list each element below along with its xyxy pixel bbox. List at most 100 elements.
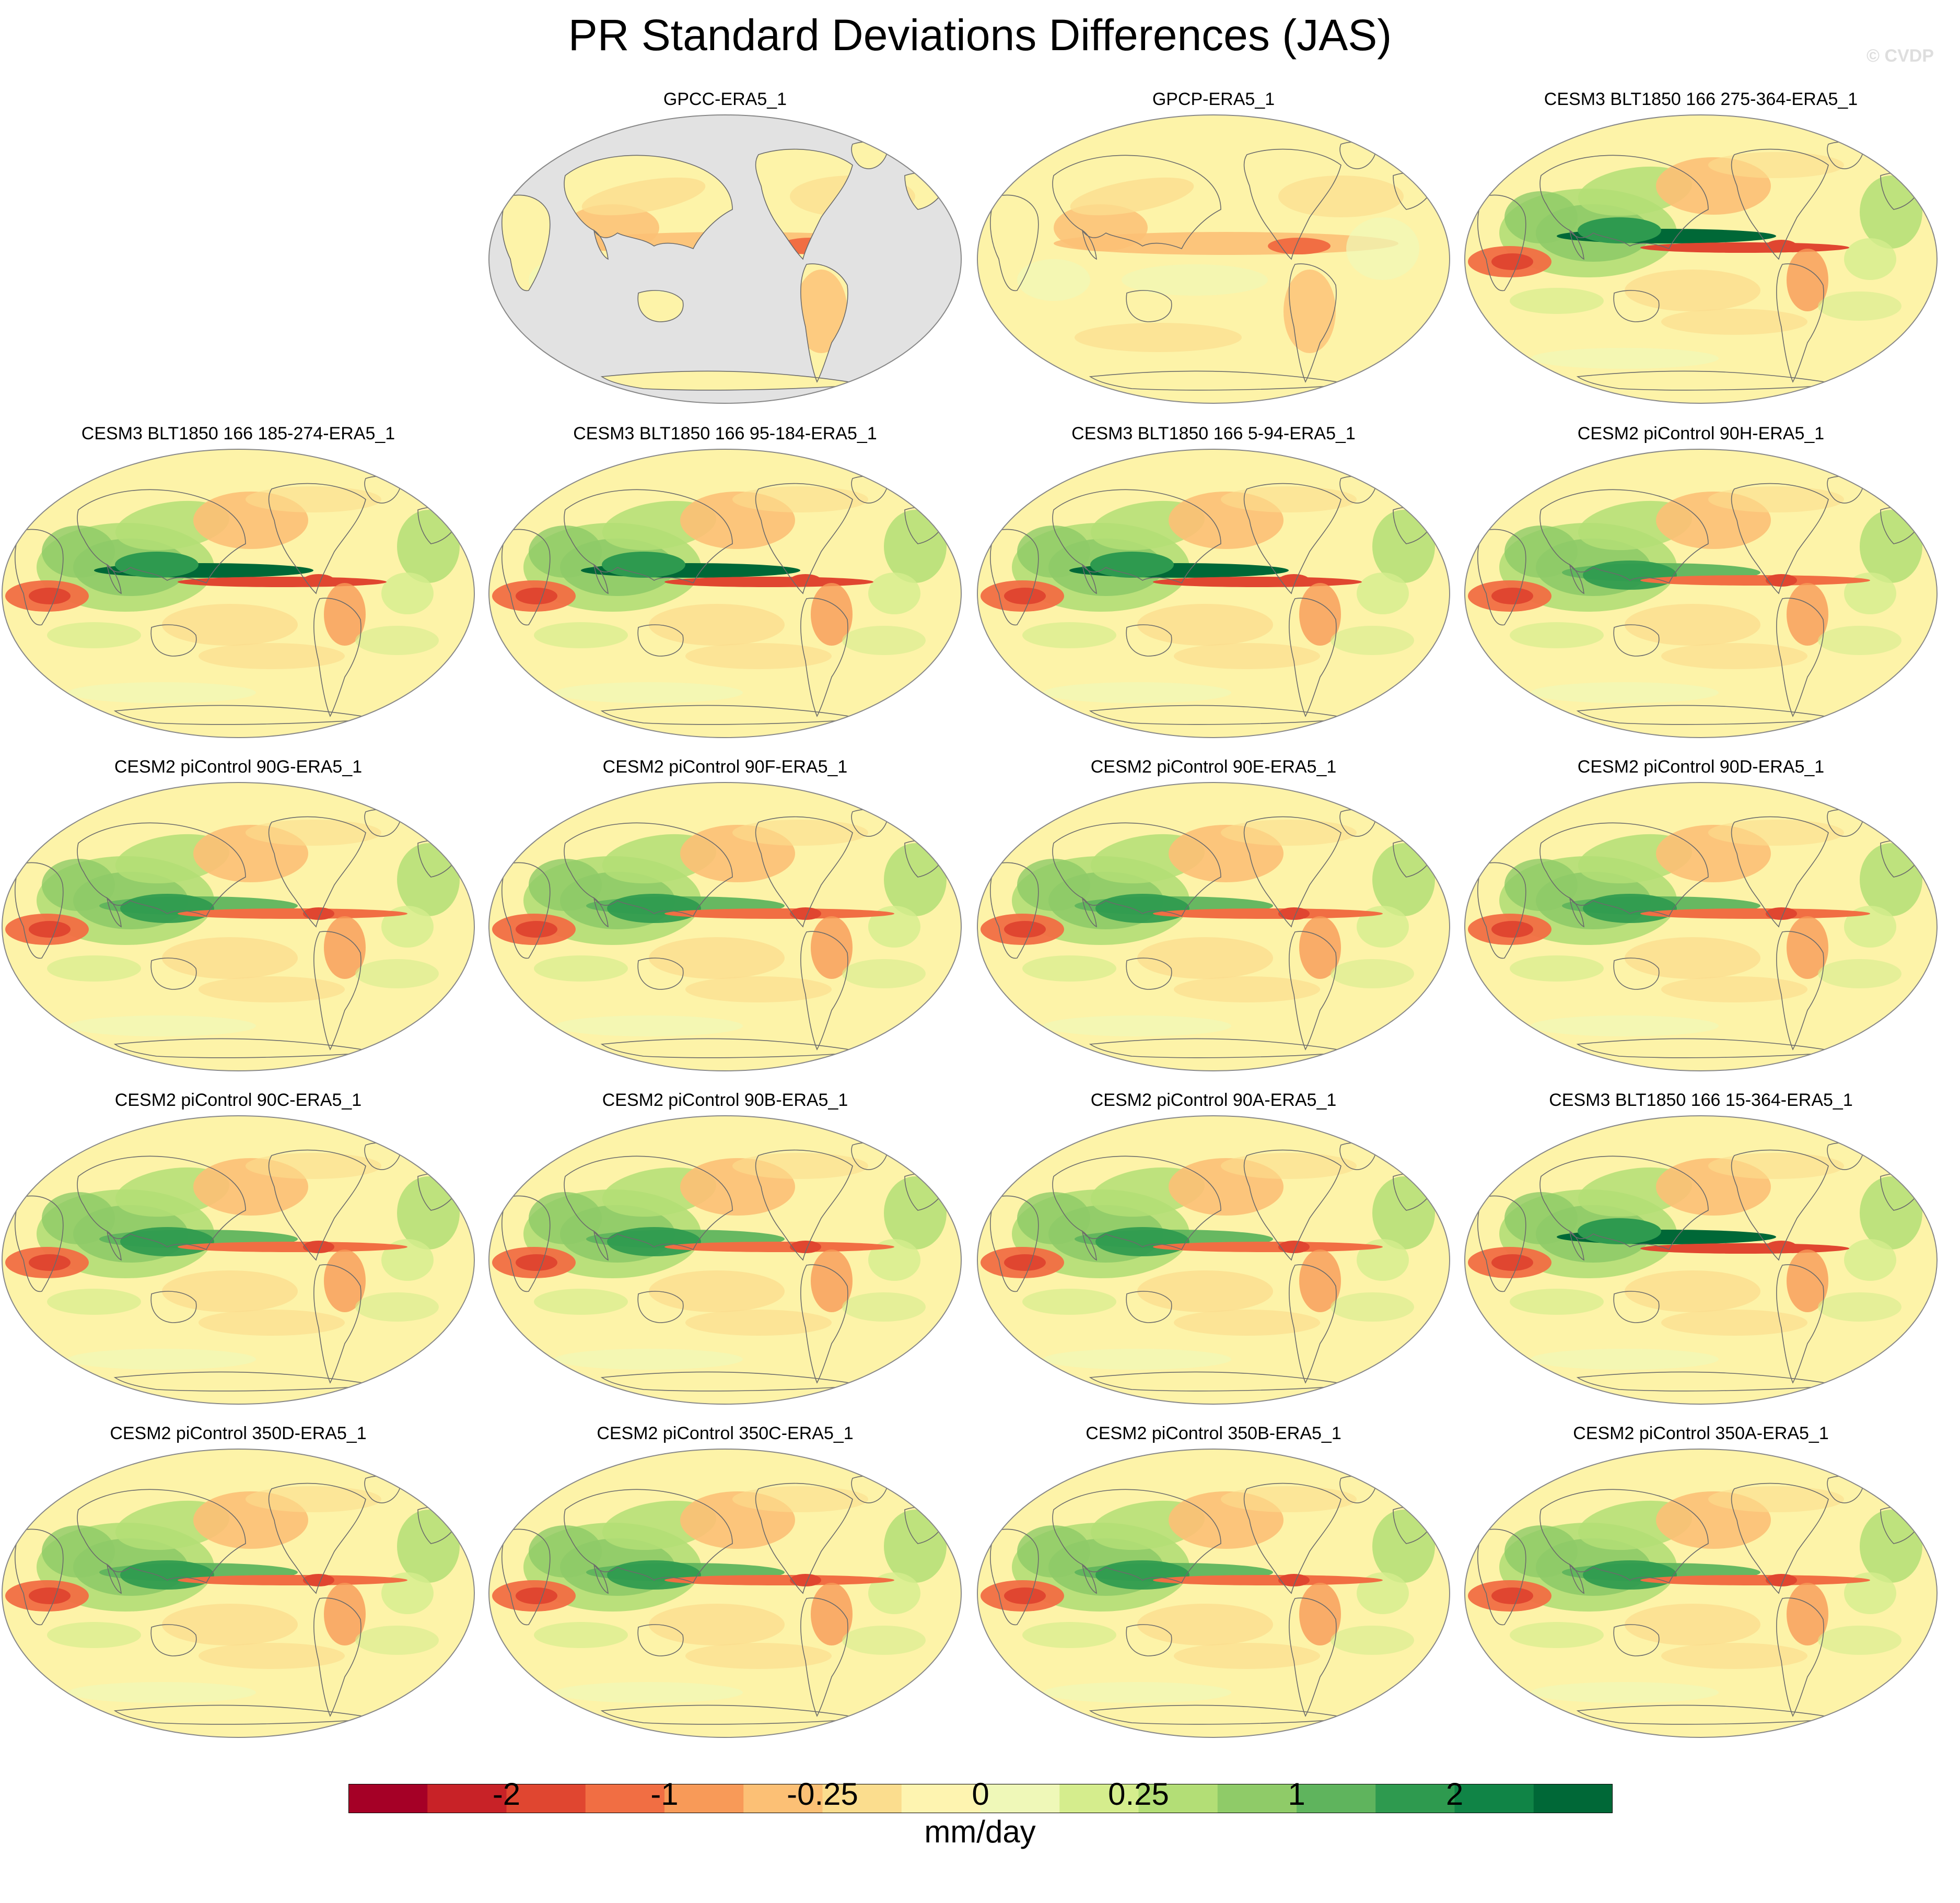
robinson-map (2, 782, 475, 1071)
robinson-map (488, 1449, 962, 1738)
cvdp-watermark: © CVDP (1866, 46, 1934, 66)
precip-field (977, 449, 1450, 738)
map-border (2, 449, 475, 738)
precip-field (1465, 783, 1937, 1071)
precip-field (1465, 1116, 1937, 1404)
map-border (488, 114, 962, 404)
coastlines (990, 141, 1436, 391)
map-panel: CESM2 piControl 90B-ERA5_1 (487, 1090, 963, 1424)
map-border (977, 782, 1450, 1071)
map-border (2, 1115, 475, 1405)
precip-field (489, 115, 961, 403)
colorbar-swatch (981, 1784, 1060, 1813)
map-panel: CESM2 piControl 90F-ERA5_1 (487, 756, 963, 1091)
map-border (977, 1449, 1450, 1738)
robinson-map (977, 1449, 1450, 1738)
panel-title: CESM2 piControl 90D-ERA5_1 (1577, 757, 1825, 777)
figure-title: PR Standard Deviations Differences (JAS) (568, 10, 1392, 60)
precip-field (2, 1449, 474, 1737)
colorbar-tick-label: 0.25 (1108, 1777, 1169, 1812)
panel-title: CESM3 BLT1850 166 5-94-ERA5_1 (1071, 424, 1356, 443)
precip-field (489, 449, 961, 738)
colorbar-swatch (1375, 1784, 1455, 1813)
map-panel: CESM2 piControl 350D-ERA5_1 (0, 1423, 476, 1757)
panel-title: CESM2 piControl 90B-ERA5_1 (602, 1090, 848, 1110)
precip-field (977, 1449, 1450, 1737)
colorbar-swatch (743, 1784, 823, 1813)
map-panel: CESM2 piControl 90H-ERA5_1 (1463, 423, 1939, 757)
colorbar (348, 1784, 1613, 1813)
precip-field (977, 115, 1450, 403)
panel-title: CESM2 piControl 350A-ERA5_1 (1573, 1423, 1829, 1443)
map-border (1464, 449, 1938, 738)
map-panel: CESM2 piControl 350A-ERA5_1 (1463, 1423, 1939, 1757)
map-border (2, 1449, 475, 1738)
robinson-map (1464, 1449, 1938, 1738)
coastlines (1477, 1142, 1923, 1392)
colorbar-swatch (585, 1784, 665, 1813)
precip-field (2, 783, 474, 1071)
map-panel: CESM3 BLT1850 166 185-274-ERA5_1 (0, 423, 476, 757)
colorbar-swatch (1454, 1784, 1534, 1813)
map-panel: CESM2 piControl 90G-ERA5_1 (0, 756, 476, 1091)
map-border (1464, 782, 1938, 1071)
colorbar-tick-label: -0.25 (787, 1777, 858, 1812)
precip-field (489, 1116, 961, 1404)
map-panel: CESM2 piControl 90E-ERA5_1 (975, 756, 1452, 1091)
map-border (1464, 114, 1938, 404)
panel-title: CESM2 piControl 90F-ERA5_1 (602, 757, 848, 777)
coastlines (501, 1142, 947, 1392)
colorbar-swatch (901, 1784, 981, 1813)
panel-title: CESM3 BLT1850 166 95-184-ERA5_1 (573, 424, 877, 443)
map-panel: GPCC-ERA5_1 (487, 89, 963, 423)
colorbar-swatch (348, 1784, 428, 1813)
precip-field (2, 1116, 474, 1404)
coastlines (1477, 475, 1923, 725)
map-border (977, 449, 1450, 738)
map-border (1464, 1115, 1938, 1405)
colorbar-swatch (1217, 1784, 1297, 1813)
map-panel: CESM2 piControl 90A-ERA5_1 (975, 1090, 1452, 1424)
robinson-map (488, 1115, 962, 1405)
panel-title: CESM3 BLT1850 166 15-364-ERA5_1 (1549, 1090, 1853, 1110)
robinson-map (1464, 1115, 1938, 1405)
panel-title: CESM3 BLT1850 166 275-364-ERA5_1 (1544, 89, 1858, 109)
robinson-map (1464, 114, 1938, 404)
colorbar-units: mm/day (924, 1814, 1036, 1849)
robinson-map (488, 782, 962, 1071)
colorbar-tick-label: 1 (1288, 1777, 1305, 1812)
map-border (488, 1115, 962, 1405)
map-border (2, 782, 475, 1071)
map-panel: CESM3 BLT1850 166 5-94-ERA5_1 (975, 423, 1452, 757)
panel-title: GPCC-ERA5_1 (663, 89, 787, 109)
colorbar-tick-label: 0 (972, 1777, 989, 1812)
robinson-map (977, 114, 1450, 404)
map-panel: CESM2 piControl 350C-ERA5_1 (487, 1423, 963, 1757)
coastlines (15, 1142, 460, 1392)
colorbar-swatch (1059, 1784, 1139, 1813)
map-border (488, 1449, 962, 1738)
colorbar-swatch (1297, 1784, 1376, 1813)
precip-field (977, 783, 1450, 1071)
map-border (488, 782, 962, 1071)
robinson-map (977, 449, 1450, 738)
robinson-map (1464, 449, 1938, 738)
coastlines (1477, 809, 1923, 1058)
robinson-map (488, 449, 962, 738)
robinson-map (2, 1449, 475, 1738)
map-border (977, 1115, 1450, 1405)
colorbar-tick-label: -1 (650, 1777, 679, 1812)
robinson-map (1464, 782, 1938, 1071)
map-border (1464, 1449, 1938, 1738)
colorbar-swatch (822, 1784, 902, 1813)
robinson-map (977, 1115, 1450, 1405)
panel-title: CESM2 piControl 350D-ERA5_1 (110, 1423, 367, 1443)
precip-field (1465, 449, 1937, 738)
map-panel: CESM3 BLT1850 166 15-364-ERA5_1 (1463, 1090, 1939, 1424)
map-panel: CESM2 piControl 90D-ERA5_1 (1463, 756, 1939, 1091)
map-panel: CESM3 BLT1850 166 275-364-ERA5_1 (1463, 89, 1939, 423)
panel-title: CESM2 piControl 90E-ERA5_1 (1090, 757, 1337, 777)
colorbar-swatch (506, 1784, 586, 1813)
robinson-map (488, 114, 962, 404)
